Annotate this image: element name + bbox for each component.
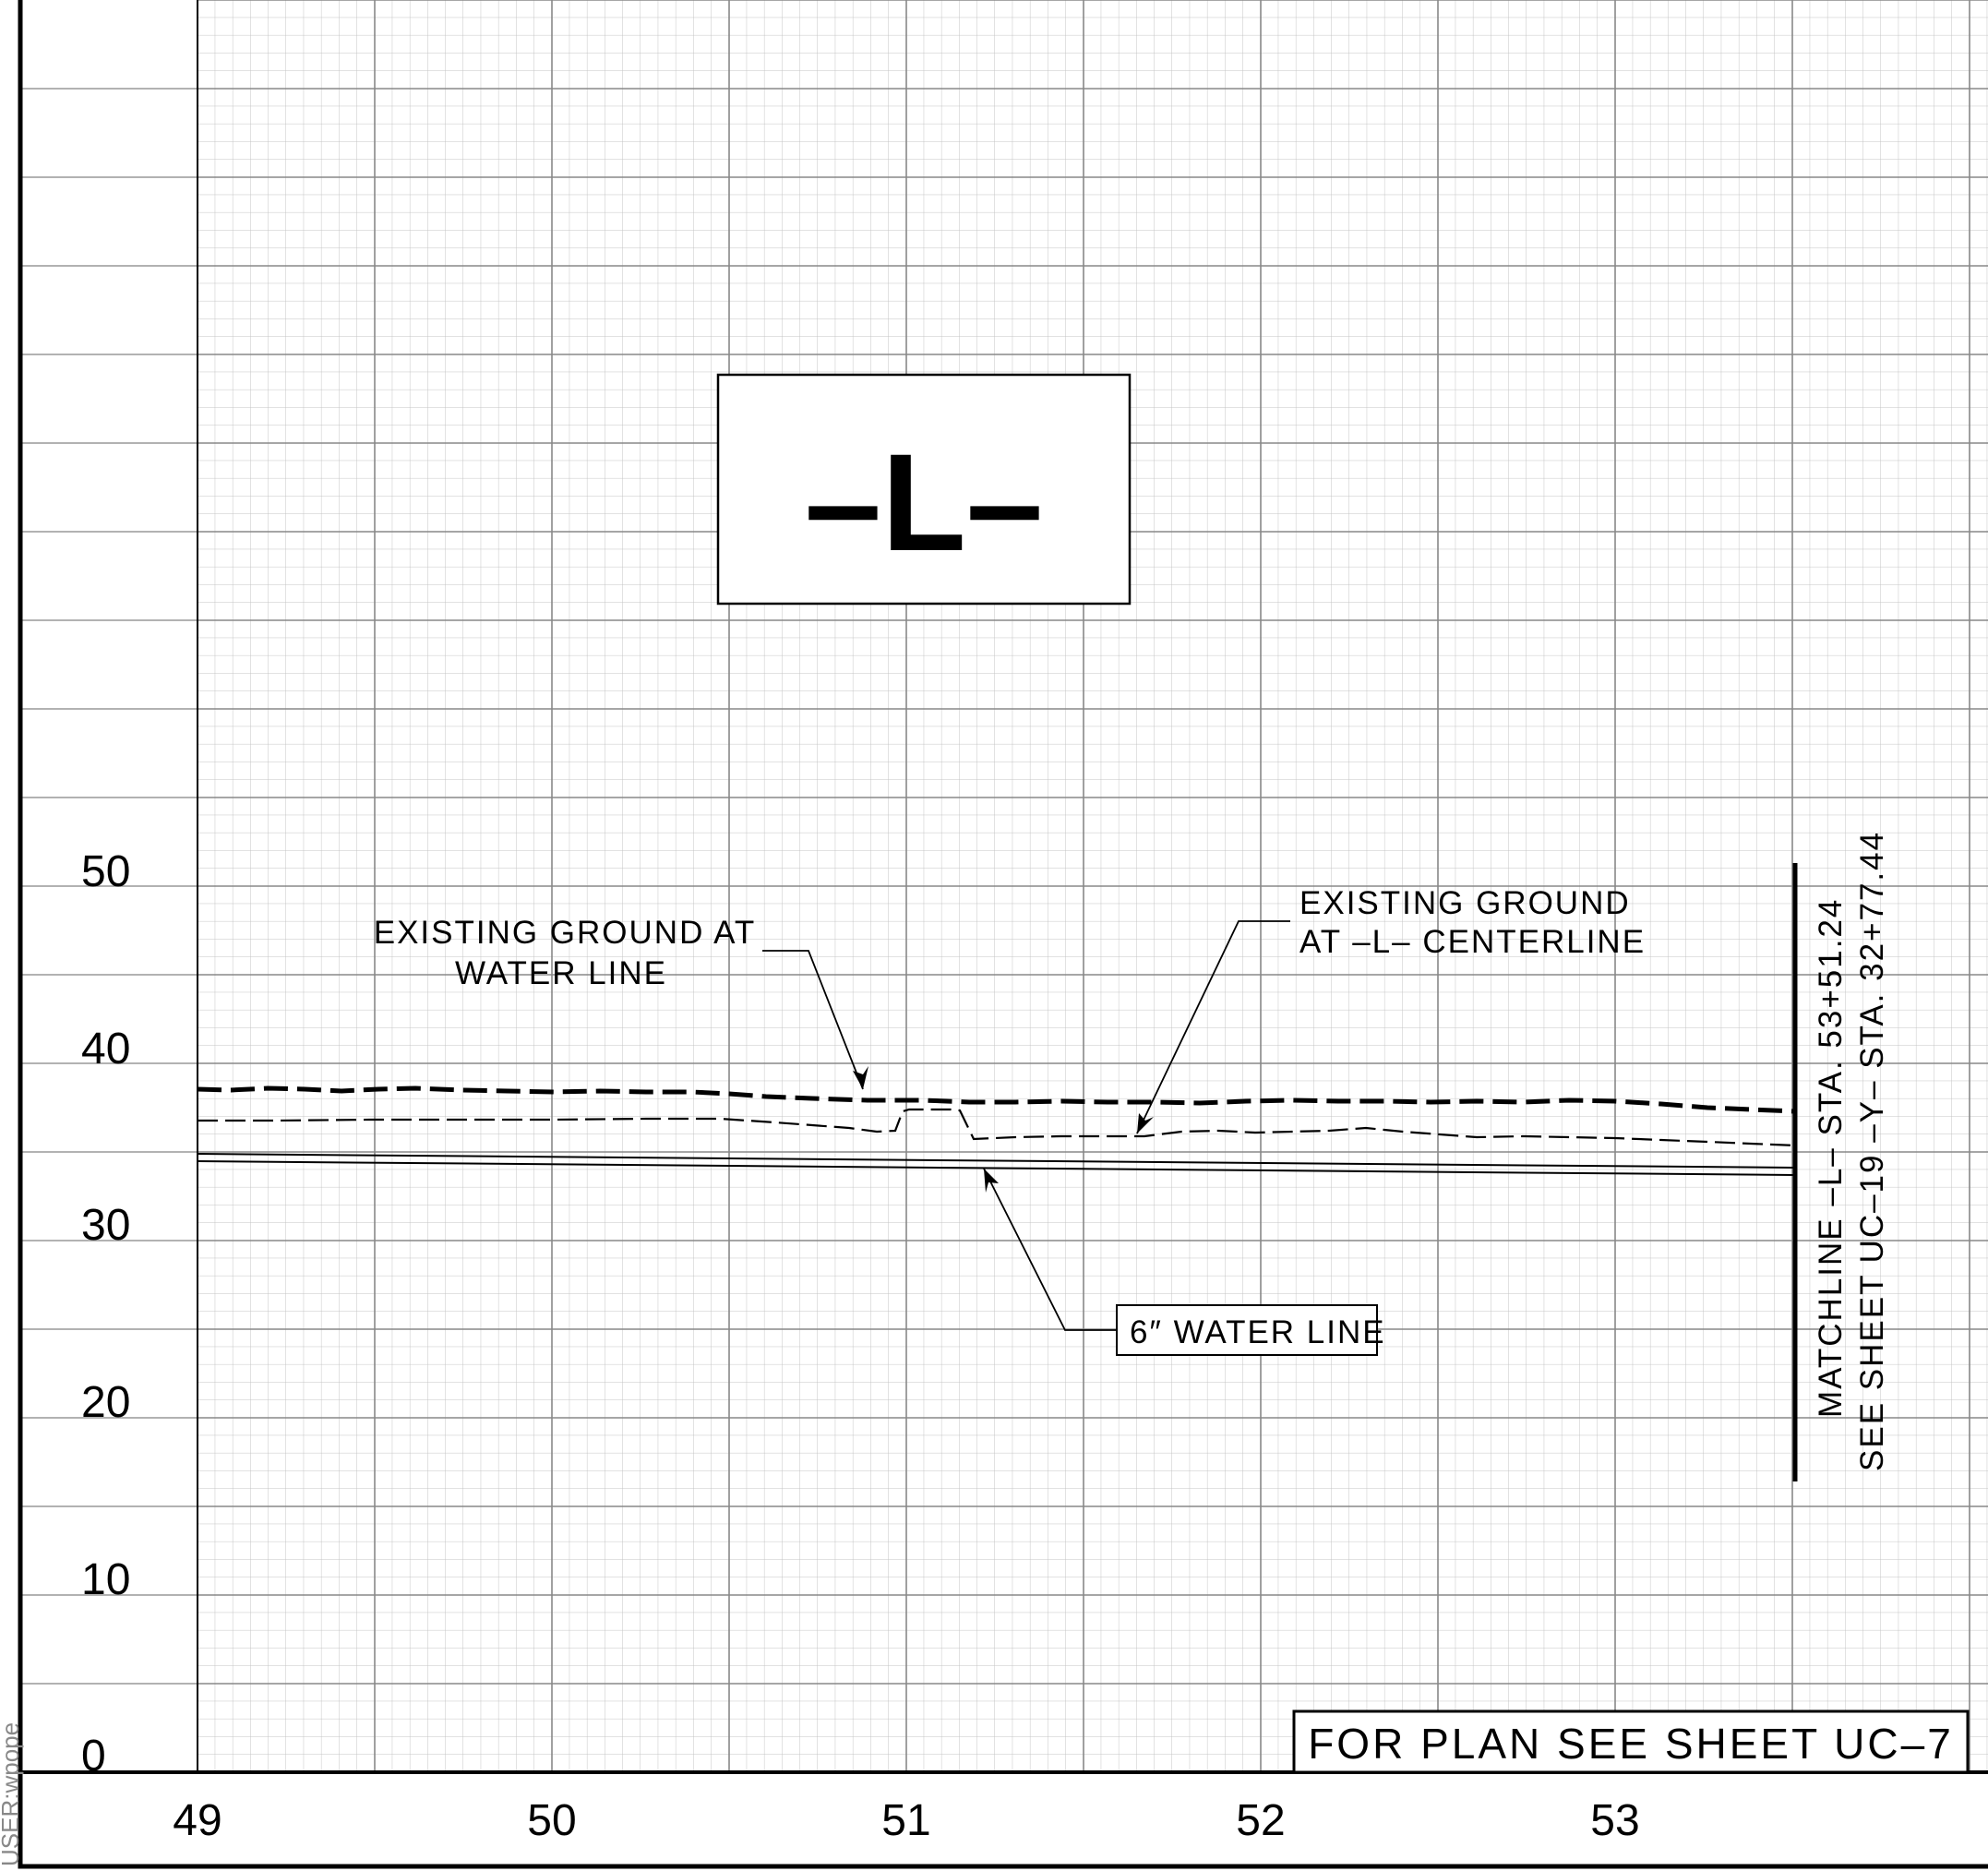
callout-ground-centerline-text-2: AT –L– CENTERLINE: [1299, 924, 1646, 960]
elevation-label-50: 50: [81, 847, 130, 896]
station-axis: 49 50 51 52 53: [173, 1796, 1639, 1845]
callout-ground-water-line: EXISTING GROUND AT WATER LINE: [374, 915, 868, 1090]
major-grid: [197, 0, 1988, 1772]
plan-reference-text: FOR PLAN SEE SHEET UC–7: [1308, 1720, 1954, 1768]
callout-ground-centerline: EXISTING GROUND AT –L– CENTERLINE: [1136, 885, 1646, 1134]
station-label-50: 50: [527, 1796, 576, 1845]
elevation-label-30: 30: [81, 1201, 130, 1250]
elevation-label-10: 10: [81, 1555, 130, 1604]
station-label-49: 49: [173, 1796, 222, 1845]
elevation-label-0: 0: [81, 1732, 106, 1781]
elevation-label-20: 20: [81, 1378, 130, 1427]
elevation-ticks: [20, 88, 198, 1685]
matchline-text-2: SEE SHEET UC–19 –Y– STA. 32+77.44: [1854, 831, 1890, 1471]
callout-ground-water-line-text-1: EXISTING GROUND AT: [374, 915, 757, 951]
existing-ground-at-centerline: [198, 1108, 1796, 1147]
station-label-52: 52: [1236, 1796, 1285, 1845]
existing-ground-at-water-line: [197, 1085, 1796, 1114]
station-label-53: 53: [1590, 1796, 1639, 1845]
matchline-text-1: MATCHLINE –L– STA. 53+51.24: [1813, 898, 1849, 1418]
six-inch-water-line: [197, 1153, 1796, 1176]
matchline: MATCHLINE –L– STA. 53+51.24 SEE SHEET UC…: [1792, 831, 1890, 1481]
arrowhead-icon: [1137, 1113, 1154, 1133]
user-stamp: USER:wpope: [0, 1722, 24, 1866]
plan-reference-box: FOR PLAN SEE SHEET UC–7: [1292, 1709, 1970, 1774]
elevation-axis: 0 10 20 30 40 50: [81, 847, 130, 1781]
arrowhead-icon: [984, 1169, 999, 1193]
callout-ground-centerline-text-1: EXISTING GROUND: [1299, 885, 1631, 921]
profile-title-box: –L–: [716, 373, 1132, 606]
profile-title: –L–: [805, 425, 1043, 580]
station-label-51: 51: [881, 1796, 930, 1845]
elevation-label-40: 40: [81, 1025, 130, 1073]
callout-water-line-text: 6″ WATER LINE: [1130, 1314, 1386, 1350]
callout-ground-water-line-text-2: WATER LINE: [455, 955, 667, 991]
arrowhead-icon: [853, 1066, 868, 1089]
callout-water-line: 6″ WATER LINE: [983, 1168, 1386, 1356]
